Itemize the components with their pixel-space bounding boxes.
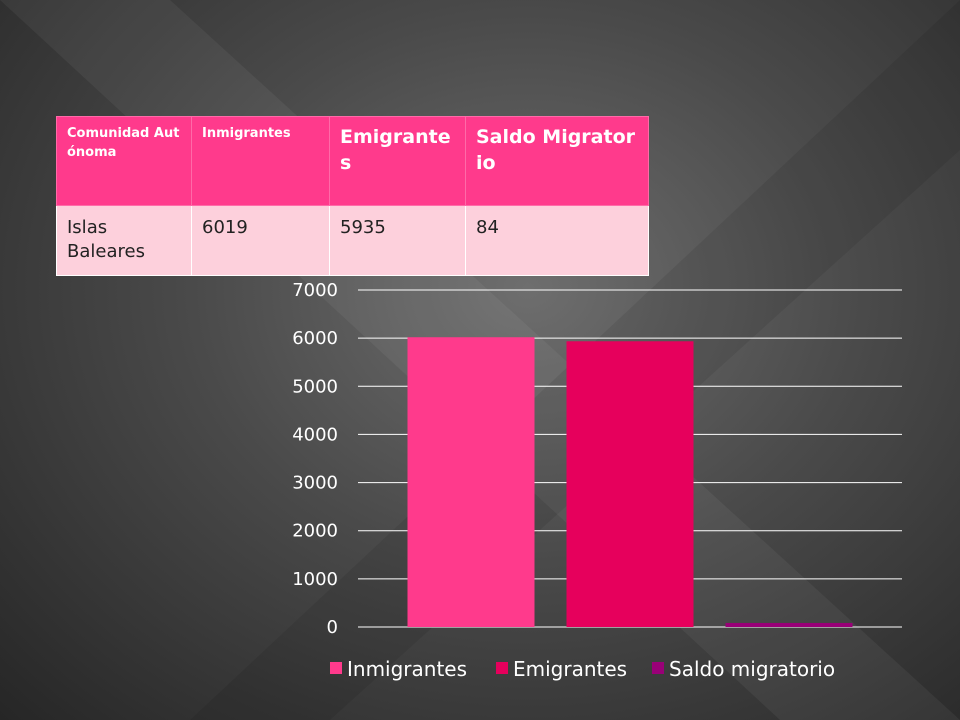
y-tick-label: 4000 <box>292 424 338 445</box>
table-header-row: Comunidad Autónoma Inmigrantes Emigrante… <box>56 116 649 206</box>
bar <box>407 337 535 627</box>
bar <box>725 622 853 627</box>
cell-comunidad: Islas Baleares <box>56 205 192 276</box>
y-tick-label: 2000 <box>292 521 338 542</box>
header-saldo: Saldo Migratorio <box>465 116 649 206</box>
header-comunidad: Comunidad Autónoma <box>56 116 192 206</box>
y-tick-label: 5000 <box>292 376 338 397</box>
y-tick-label: 6000 <box>292 328 338 349</box>
y-tick-label: 0 <box>327 617 338 638</box>
legend-swatch <box>330 662 342 674</box>
migration-table: Comunidad Autónoma Inmigrantes Emigrante… <box>56 116 649 276</box>
cell-emigrantes: 5935 <box>329 205 466 276</box>
y-tick-label: 7000 <box>292 280 338 301</box>
legend-label: Emigrantes <box>513 657 627 681</box>
header-inmigrantes: Inmigrantes <box>191 116 330 206</box>
y-tick-label: 1000 <box>292 569 338 590</box>
legend-label: Inmigrantes <box>347 657 467 681</box>
table-row: Islas Baleares 6019 5935 84 <box>56 205 649 276</box>
y-tick-label: 3000 <box>292 473 338 494</box>
header-emigrantes: Emigrantes <box>329 116 466 206</box>
bar <box>566 341 694 627</box>
legend-swatch <box>652 662 664 674</box>
cell-inmigrantes: 6019 <box>191 205 330 276</box>
legend-swatch <box>496 662 508 674</box>
cell-saldo: 84 <box>465 205 649 276</box>
legend-label: Saldo migratorio <box>669 657 835 681</box>
